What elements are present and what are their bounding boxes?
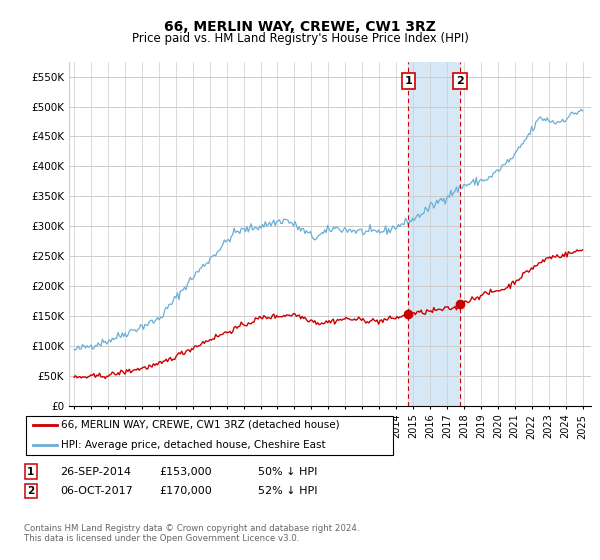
Bar	[409, 62, 460, 406]
Text: 2: 2	[27, 486, 34, 496]
FancyBboxPatch shape	[26, 416, 394, 455]
Text: 26-SEP-2014: 26-SEP-2014	[60, 466, 131, 477]
Text: 1: 1	[27, 466, 34, 477]
Text: 1: 1	[404, 76, 412, 86]
Text: Price paid vs. HM Land Registry's House Price Index (HPI): Price paid vs. HM Land Registry's House …	[131, 32, 469, 45]
Text: £170,000: £170,000	[159, 486, 212, 496]
Text: 2: 2	[456, 76, 464, 86]
Text: 66, MERLIN WAY, CREWE, CW1 3RZ: 66, MERLIN WAY, CREWE, CW1 3RZ	[164, 20, 436, 34]
Text: 06-OCT-2017: 06-OCT-2017	[60, 486, 133, 496]
Text: £153,000: £153,000	[159, 466, 212, 477]
Text: 52% ↓ HPI: 52% ↓ HPI	[258, 486, 317, 496]
Text: HPI: Average price, detached house, Cheshire East: HPI: Average price, detached house, Ches…	[61, 440, 326, 450]
Text: 66, MERLIN WAY, CREWE, CW1 3RZ (detached house): 66, MERLIN WAY, CREWE, CW1 3RZ (detached…	[61, 420, 340, 430]
Text: Contains HM Land Registry data © Crown copyright and database right 2024.
This d: Contains HM Land Registry data © Crown c…	[24, 524, 359, 543]
Text: 50% ↓ HPI: 50% ↓ HPI	[258, 466, 317, 477]
